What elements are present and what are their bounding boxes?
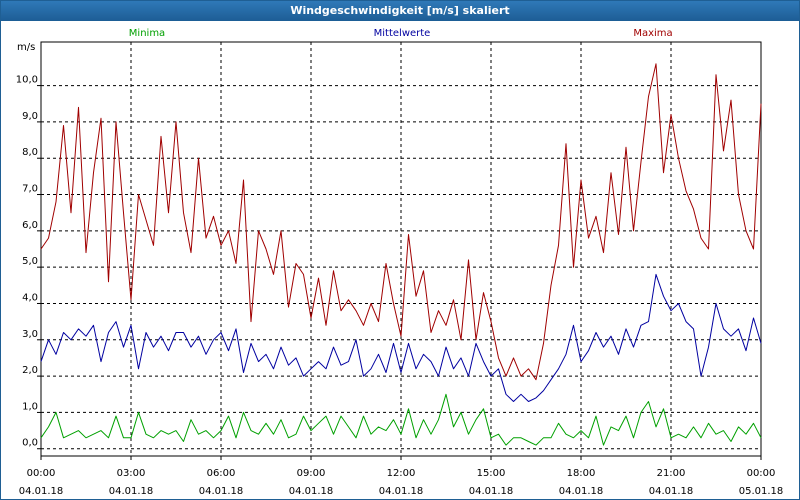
x-tick-time-label: 15:00 bbox=[477, 468, 506, 479]
x-tick-time-label: 12:00 bbox=[387, 468, 416, 479]
series-lines bbox=[40, 63, 762, 446]
y-tick-label: 10,0 bbox=[16, 75, 38, 86]
y-tick-label: 3,0 bbox=[22, 329, 38, 340]
x-tick-time-label: 06:00 bbox=[207, 468, 236, 479]
x-tick-date-label: 05.01.18 bbox=[739, 486, 784, 497]
x-tick-date-label: 04.01.18 bbox=[19, 486, 64, 497]
y-tick-label: 0,0 bbox=[22, 438, 38, 449]
mittelwerte-line bbox=[40, 273, 762, 402]
x-tick-time-label: 03:00 bbox=[117, 468, 146, 479]
x-tick-date-label: 04.01.18 bbox=[469, 486, 514, 497]
y-axis: 0,0 1,0 2,0 3,0 4,0 5,0 6,0 7,0 8,0 9,0 10,0 bbox=[16, 75, 41, 450]
legend-minima: Minima bbox=[129, 28, 165, 39]
grid bbox=[41, 42, 761, 456]
y-tick-label: 9,0 bbox=[22, 111, 38, 122]
y-tick-label: 2,0 bbox=[22, 365, 38, 376]
x-tick-time-label: 09:00 bbox=[297, 468, 326, 479]
x-tick-date-label: 04.01.18 bbox=[559, 486, 604, 497]
x-tick-time-label: 18:00 bbox=[567, 468, 596, 479]
y-tick-label: 8,0 bbox=[22, 147, 38, 158]
maxima-line bbox=[40, 63, 762, 381]
window-title: Windgeschwindigkeit [m/s] skaliert bbox=[1, 1, 799, 21]
wind-speed-chart: 0,0 1,0 2,0 3,0 4,0 5,0 6,0 7,0 8,0 9,0 10,0 00:00… bbox=[16, 28, 784, 497]
legend-maxima: Maxima bbox=[633, 28, 672, 39]
x-tick-time-label: 00:00 bbox=[747, 468, 776, 479]
legend-mittelwerte: Mittelwerte bbox=[374, 28, 431, 39]
x-tick-date-label: 04.01.18 bbox=[109, 486, 154, 497]
x-tick-time-label: 00:00 bbox=[27, 468, 56, 479]
minima-line bbox=[40, 393, 762, 446]
y-tick-label: 6,0 bbox=[22, 220, 38, 231]
x-tick-date-label: 04.01.18 bbox=[199, 486, 244, 497]
y-tick-label: 7,0 bbox=[22, 184, 38, 195]
y-axis-label: m/s bbox=[17, 42, 35, 53]
x-axis: 00:00 04.01.18 03:00 04.01.18 06:00 04.01.18 0… bbox=[19, 456, 784, 497]
y-tick-label: 1,0 bbox=[22, 401, 38, 412]
x-tick-date-label: 04.01.18 bbox=[379, 486, 424, 497]
x-tick-time-label: 21:00 bbox=[657, 468, 686, 479]
y-tick-label: 5,0 bbox=[22, 256, 38, 267]
x-tick-date-label: 04.01.18 bbox=[649, 486, 694, 497]
x-tick-date-label: 04.01.18 bbox=[289, 486, 334, 497]
y-tick-label: 4,0 bbox=[22, 292, 38, 303]
